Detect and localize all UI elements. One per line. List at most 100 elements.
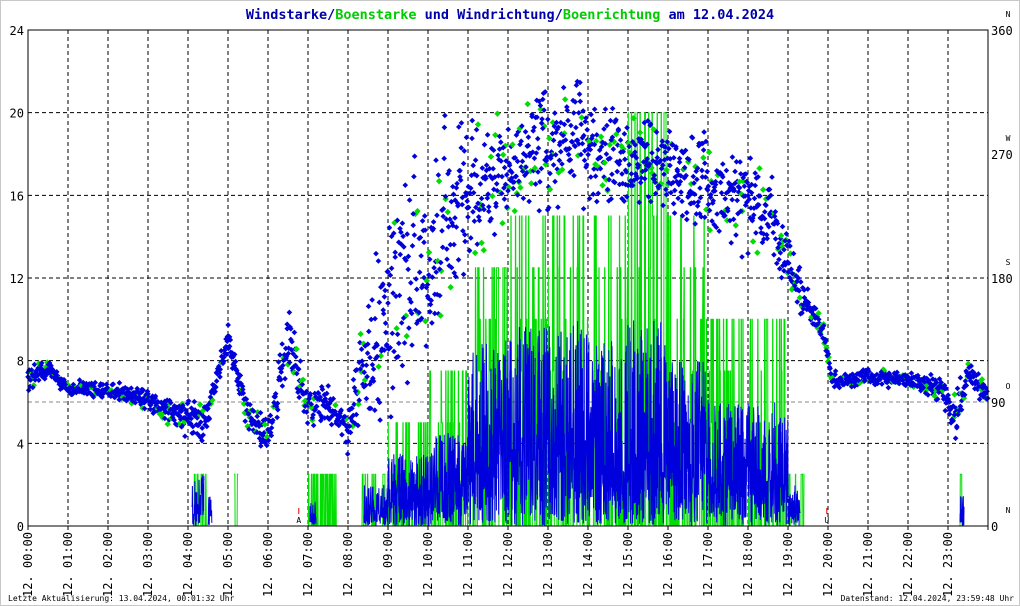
wind-direction-point bbox=[387, 272, 394, 279]
wind-direction-point bbox=[877, 376, 883, 383]
wind-direction-point bbox=[398, 320, 405, 326]
gust-direction-point bbox=[705, 149, 713, 156]
wind-direction-point bbox=[438, 259, 444, 266]
wind-direction-point bbox=[434, 291, 440, 298]
wind-direction-point bbox=[267, 412, 274, 419]
wind-direction-point bbox=[274, 400, 281, 407]
wind-direction-point bbox=[236, 380, 242, 386]
wind-direction-point bbox=[48, 365, 54, 371]
wind-direction-point bbox=[392, 249, 398, 256]
wind-direction-point bbox=[652, 190, 659, 197]
wind-direction-point bbox=[619, 195, 625, 202]
wind-direction-point bbox=[885, 384, 892, 391]
gust-direction-point bbox=[592, 137, 600, 145]
wind-direction-point bbox=[448, 264, 455, 271]
wind-direction-point bbox=[36, 377, 42, 383]
wind-direction-point bbox=[243, 396, 250, 402]
wind-direction-point bbox=[257, 409, 264, 416]
wind-direction-point bbox=[316, 395, 323, 401]
gust-direction-point bbox=[599, 182, 606, 189]
wind-direction-point bbox=[535, 145, 542, 151]
y-left-tick-label: 4 bbox=[17, 437, 24, 451]
wind-direction-point bbox=[694, 203, 701, 209]
gust-direction-point bbox=[700, 154, 707, 161]
wind-direction-point bbox=[504, 204, 510, 210]
wind-direction-point bbox=[546, 204, 552, 211]
wind-direction-point bbox=[486, 208, 492, 215]
wind-direction-point bbox=[291, 329, 298, 336]
wind-direction-point bbox=[812, 305, 819, 312]
wind-direction-point bbox=[805, 302, 811, 308]
wind-direction-point bbox=[31, 372, 37, 378]
direction-series bbox=[25, 78, 991, 457]
wind-direction-point bbox=[496, 156, 502, 163]
wind-direction-point bbox=[306, 400, 312, 406]
gust-direction-point bbox=[375, 363, 382, 370]
wind-direction-point bbox=[182, 415, 188, 421]
wind-direction-point bbox=[483, 162, 490, 168]
wind-direction-point bbox=[418, 315, 425, 322]
wind-direction-point bbox=[668, 189, 674, 196]
wind-direction-point bbox=[419, 218, 426, 224]
wind-direction-point bbox=[776, 265, 783, 272]
wind-direction-point bbox=[796, 287, 802, 294]
wind-direction-point bbox=[310, 412, 316, 418]
wind-direction-point bbox=[462, 238, 468, 245]
wind-direction-point bbox=[774, 260, 780, 267]
wind-direction-point bbox=[855, 377, 862, 384]
wind-direction-point bbox=[261, 429, 267, 436]
wind-direction-point bbox=[626, 143, 632, 150]
wind-direction-point bbox=[601, 126, 607, 132]
wind-direction-point bbox=[781, 246, 787, 253]
wind-direction-point bbox=[770, 229, 776, 236]
wind-direction-point bbox=[577, 79, 583, 86]
wind-direction-point bbox=[580, 108, 586, 114]
wind-direction-point bbox=[462, 231, 468, 238]
title-sep2: / bbox=[555, 7, 563, 23]
wind-direction-point bbox=[567, 156, 574, 163]
wind-direction-point bbox=[491, 231, 498, 238]
wind-direction-point bbox=[342, 413, 348, 420]
wind-direction-point bbox=[482, 176, 488, 182]
wind-direction-point bbox=[470, 209, 476, 215]
wind-direction-point bbox=[737, 159, 743, 165]
wind-direction-point bbox=[319, 386, 326, 393]
wind-direction-point bbox=[940, 396, 947, 402]
wind-direction-point bbox=[294, 370, 300, 377]
wind-direction-point bbox=[224, 338, 230, 345]
gust-direction-point bbox=[357, 330, 364, 338]
wind-direction-point bbox=[292, 362, 299, 369]
wind-direction-point bbox=[551, 123, 558, 130]
wind-direction-point bbox=[747, 215, 753, 221]
wind-direction-point bbox=[295, 366, 302, 372]
wind-direction-point bbox=[129, 390, 136, 397]
wind-direction-point bbox=[373, 250, 379, 257]
wind-direction-point bbox=[32, 377, 38, 383]
wind-direction-point bbox=[275, 406, 281, 413]
wind-direction-point bbox=[259, 431, 265, 438]
wind-direction-point bbox=[27, 377, 34, 383]
wind-direction-point bbox=[619, 171, 625, 177]
wind-direction-point bbox=[436, 266, 443, 272]
wind-direction-point bbox=[370, 378, 377, 384]
wind-direction-point bbox=[673, 143, 679, 150]
wind-direction-point bbox=[330, 395, 337, 402]
wind-direction-point bbox=[516, 178, 522, 184]
gust-direction-point bbox=[951, 391, 958, 398]
wind-direction-point bbox=[920, 384, 926, 391]
wind-direction-point bbox=[471, 218, 478, 224]
wind-direction-point bbox=[585, 151, 591, 158]
wind-direction-point bbox=[422, 227, 428, 233]
wind-direction-point bbox=[195, 408, 202, 415]
wind-direction-point bbox=[445, 223, 452, 230]
wind-direction-point bbox=[420, 282, 426, 288]
wind-direction-point bbox=[151, 409, 157, 415]
gust-direction-point bbox=[787, 250, 794, 257]
gust-direction-point bbox=[880, 367, 888, 375]
x-tick-label: 12. 23:00 bbox=[941, 532, 955, 597]
wind-direction-point bbox=[537, 102, 544, 109]
wind-direction-point bbox=[948, 404, 954, 411]
wind-direction-point bbox=[128, 385, 134, 391]
wind-direction-point bbox=[390, 385, 396, 391]
wind-direction-point bbox=[139, 386, 145, 393]
